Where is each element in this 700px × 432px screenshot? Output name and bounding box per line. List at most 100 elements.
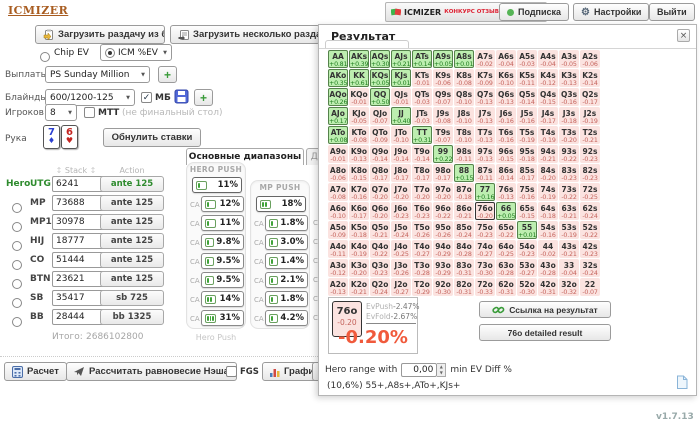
grid-cell-T6o[interactable]: T6o -0.23 — [412, 202, 432, 220]
grid-cell-JTo[interactable]: JTo -0.10 — [391, 126, 411, 144]
grid-cell-T9o[interactable]: T9o -0.14 — [412, 145, 432, 163]
stack-input-BTN[interactable] — [52, 271, 108, 287]
grid-cell-53s[interactable]: 53s -0.19 — [559, 221, 579, 239]
grid-cell-T3o[interactable]: T3o -0.28 — [412, 259, 432, 277]
grid-cell-QQ[interactable]: QQ +0.50 — [370, 88, 390, 106]
grid-cell-85s[interactable]: 85s -0.17 — [517, 164, 537, 182]
copy-range-icon[interactable] — [676, 375, 688, 389]
close-icon[interactable]: × — [677, 29, 690, 42]
grid-cell-97o[interactable]: 97o -0.20 — [433, 183, 453, 201]
grid-cell-44[interactable]: 44 -0.02 — [538, 240, 558, 258]
grid-cell-42o[interactable]: 42o -0.31 — [538, 278, 558, 296]
grid-cell-T2s[interactable]: T2s -0.21 — [580, 126, 600, 144]
nash-equilibrium-button[interactable]: Рассчитать равновесие Нэша — [66, 362, 237, 381]
grid-cell-T7o[interactable]: T7o -0.20 — [412, 183, 432, 201]
grid-cell-QJo[interactable]: QJo -0.07 — [370, 107, 390, 125]
grid-cell-J5o[interactable]: J5o -0.24 — [391, 221, 411, 239]
grid-cell-J5s[interactable]: J5s -0.16 — [517, 107, 537, 125]
action-button-UTG[interactable]: ante 125 — [100, 176, 164, 192]
grid-cell-75o[interactable]: 75o -0.23 — [475, 221, 495, 239]
hero-card-2[interactable]: 6 ♥ — [61, 125, 78, 149]
grid-cell-96o[interactable]: 96o -0.22 — [433, 202, 453, 220]
grid-cell-65s[interactable]: 65s -0.15 — [517, 202, 537, 220]
grid-cell-Q7s[interactable]: Q7s -0.13 — [475, 88, 495, 106]
grid-cell-Q6o[interactable]: Q6o -0.20 — [370, 202, 390, 220]
grid-cell-64o[interactable]: 64o -0.25 — [496, 240, 516, 258]
grid-cell-65o[interactable]: 65o -0.22 — [496, 221, 516, 239]
grid-cell-Q3o[interactable]: Q3o -0.23 — [370, 259, 390, 277]
grid-cell-J6s[interactable]: J6s -0.16 — [496, 107, 516, 125]
grid-cell-J3o[interactable]: J3o -0.26 — [391, 259, 411, 277]
grid-cell-Q6s[interactable]: Q6s -0.13 — [496, 88, 516, 106]
hero-card-1[interactable]: 7 ♦ — [43, 125, 60, 149]
grid-cell-A7s[interactable]: A7s -0.02 — [475, 50, 495, 68]
grid-cell-87s[interactable]: 87s -0.11 — [475, 164, 495, 182]
grid-cell-J9o[interactable]: J9o -0.14 — [391, 145, 411, 163]
grid-cell-22[interactable]: 22 -0.07 — [580, 278, 600, 296]
grid-cell-63o[interactable]: 63o -0.28 — [496, 259, 516, 277]
grid-cell-AQs[interactable]: AQs +0.30 — [370, 50, 390, 68]
grid-cell-K7s[interactable]: K7s -0.09 — [475, 69, 495, 87]
call-range-pill[interactable]: 31% — [201, 310, 244, 326]
call-range-pill[interactable]: 2.1% — [265, 272, 308, 288]
icmizer-logo-link[interactable]: ICMIZER — [8, 4, 69, 17]
grid-cell-ATs[interactable]: ATs +0.14 — [412, 50, 432, 68]
grid-cell-Q3s[interactable]: Q3s -0.16 — [559, 88, 579, 106]
grid-cell-43s[interactable]: 43s -0.21 — [559, 240, 579, 258]
grid-cell-72o[interactable]: 72o -0.33 — [475, 278, 495, 296]
grid-cell-92s[interactable]: 92s -0.23 — [580, 145, 600, 163]
grid-cell-J9s[interactable]: J9s -0.08 — [433, 107, 453, 125]
grid-cell-64s[interactable]: 64s -0.18 — [538, 202, 558, 220]
grid-cell-A6o[interactable]: A6o -0.10 — [328, 202, 348, 220]
grid-cell-K4s[interactable]: K4s -0.12 — [538, 69, 558, 87]
stack-input-SB[interactable] — [52, 290, 108, 306]
grid-cell-QJs[interactable]: QJs -0.01 — [391, 88, 411, 106]
grid-cell-AKs[interactable]: AKs +0.39 — [349, 50, 369, 68]
grid-cell-T7s[interactable]: T7s -0.13 — [475, 126, 495, 144]
grid-cell-J6o[interactable]: J6o -0.23 — [391, 202, 411, 220]
grid-cell-97s[interactable]: 97s -0.13 — [475, 145, 495, 163]
mb-checkbox[interactable]: ✓ — [141, 92, 152, 103]
grid-cell-86o[interactable]: 86o -0.21 — [454, 202, 474, 220]
grid-cell-Q2s[interactable]: Q2s -0.17 — [580, 88, 600, 106]
grid-cell-AA[interactable]: AA +0.81 — [328, 50, 348, 68]
load-hand-button[interactable]: Загрузить раздачу из буфера — [35, 25, 165, 44]
action-button-BTN[interactable]: ante 125 — [100, 271, 164, 287]
blinds-select[interactable]: 600/1200-125 ▼ — [45, 89, 135, 106]
logout-button[interactable]: Выйти — [649, 3, 695, 21]
grid-cell-T9s[interactable]: T9s -0.07 — [433, 126, 453, 144]
grid-cell-J7s[interactable]: J7s -0.13 — [475, 107, 495, 125]
spinner-control[interactable]: ▲ ▼ — [437, 363, 447, 377]
action-button-MP1[interactable]: ante 125 — [100, 214, 164, 230]
grid-cell-87o[interactable]: 87o -0.18 — [454, 183, 474, 201]
grid-cell-QTs[interactable]: QTs -0.03 — [412, 88, 432, 106]
mtt-checkbox[interactable] — [84, 107, 95, 118]
grid-cell-54s[interactable]: 54s -0.16 — [538, 221, 558, 239]
grid-cell-54o[interactable]: 54o -0.23 — [517, 240, 537, 258]
grid-cell-42s[interactable]: 42s -0.23 — [580, 240, 600, 258]
grid-cell-66[interactable]: 66 +0.05 — [496, 202, 516, 220]
grid-cell-KTs[interactable]: KTs -0.01 — [412, 69, 432, 87]
grid-cell-96s[interactable]: 96s -0.15 — [496, 145, 516, 163]
grid-cell-T3s[interactable]: T3s -0.20 — [559, 126, 579, 144]
player-select-radio[interactable] — [12, 241, 22, 251]
grid-cell-K5s[interactable]: K5s -0.11 — [517, 69, 537, 87]
stack-input-HIJ[interactable] — [52, 233, 108, 249]
call-range-pill[interactable]: 11% — [201, 215, 244, 231]
grid-cell-K8s[interactable]: K8s -0.08 — [454, 69, 474, 87]
grid-cell-A2o[interactable]: A2o -0.13 — [328, 278, 348, 296]
call-range-pill[interactable]: 9.5% — [201, 253, 244, 269]
grid-cell-A4o[interactable]: A4o -0.11 — [328, 240, 348, 258]
grid-cell-A8s[interactable]: A8s +0.01 — [454, 50, 474, 68]
tab-main-ranges[interactable]: Основные диапазоны — [186, 148, 304, 165]
load-many-button[interactable]: Загрузить несколько раздач или тур — [170, 25, 320, 44]
grid-cell-T5o[interactable]: T5o -0.26 — [412, 221, 432, 239]
grid-cell-T2o[interactable]: T2o -0.29 — [412, 278, 432, 296]
grid-cell-32s[interactable]: 32s -0.24 — [580, 259, 600, 277]
detailed-result-button[interactable]: 76o detailed result — [479, 324, 611, 341]
grid-cell-74s[interactable]: 74s -0.19 — [538, 183, 558, 201]
grid-cell-85o[interactable]: 85o -0.24 — [454, 221, 474, 239]
grid-cell-JTs[interactable]: JTs -0.03 — [412, 107, 432, 125]
selected-hand-cell[interactable]: 76o -0.20 — [332, 301, 362, 337]
grid-cell-AJs[interactable]: AJs +0.21 — [391, 50, 411, 68]
